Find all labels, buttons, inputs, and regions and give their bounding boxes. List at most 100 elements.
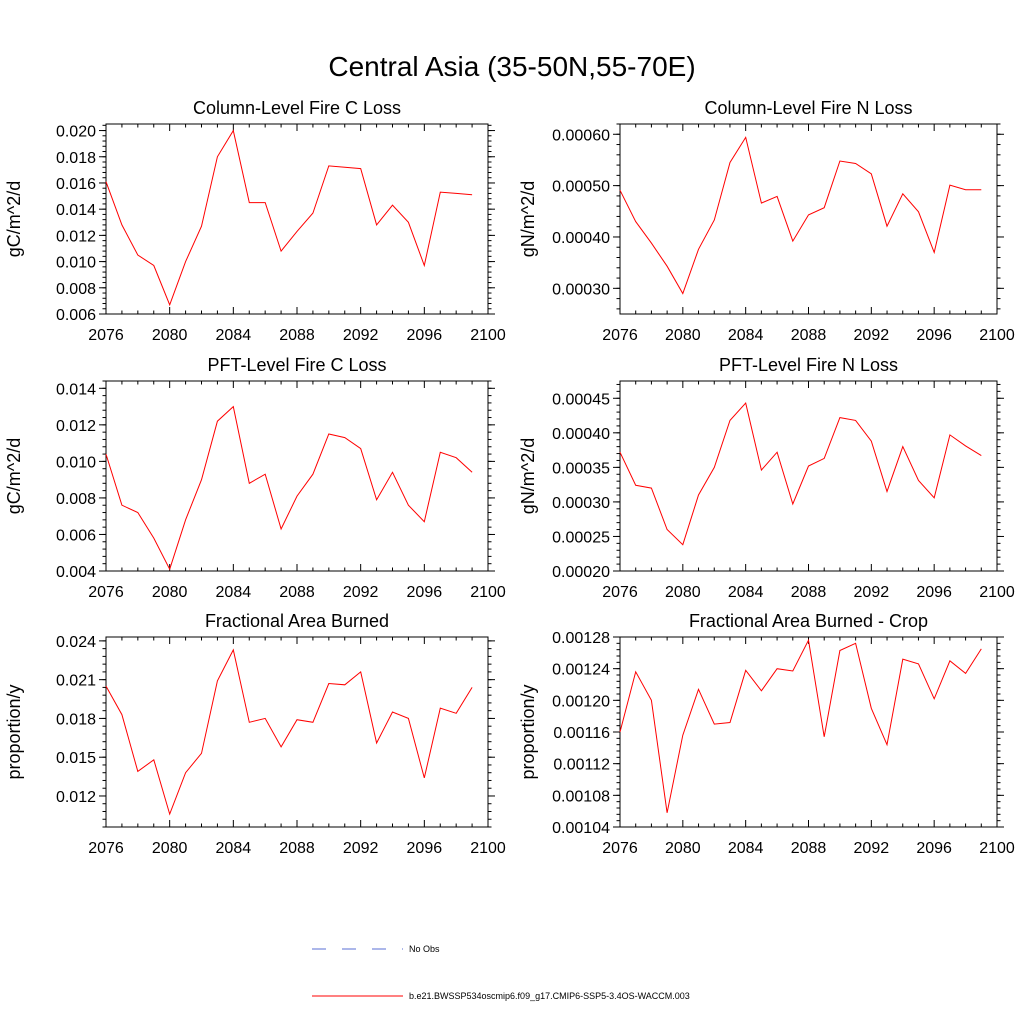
chart-fractional-area-burned-xtick-label: 2084 (216, 840, 252, 857)
chart-column-level-fire-n-loss: Column-Level Fire N Loss gN/m^2/d 2076 2080… (518, 98, 1015, 344)
chart-fractional-area-burned-ytick-label: 0.021 (56, 673, 96, 690)
chart-fractional-area-burned-crop-xtick-label: 2100 (979, 840, 1015, 857)
chart-pft-level-fire-n-loss-xtick-label: 2084 (728, 584, 764, 601)
chart-column-level-fire-n-loss-xtick-label: 2088 (791, 327, 827, 344)
chart-column-level-fire-c-loss-xtick-label: 2096 (407, 327, 443, 344)
chart-column-level-fire-c-loss-ytick-label: 0.020 (56, 124, 96, 141)
chart-fractional-area-burned-xtick-label: 2088 (279, 840, 315, 857)
chart-column-level-fire-n-loss-ytick-label: 0.00050 (552, 179, 610, 196)
chart-pft-level-fire-n-loss: PFT-Level Fire N Loss gN/m^2/d 2076 2080 208… (518, 355, 1015, 601)
chart-pft-level-fire-c-loss-frame (105, 380, 489, 572)
chart-fractional-area-burned-xtick-label: 2092 (343, 840, 379, 857)
chart-fractional-area-burned-xtick-label: 2076 (88, 840, 124, 857)
chart-pft-level-fire-c-loss-xtick-label: 2096 (407, 584, 443, 601)
chart-fractional-area-burned-series-line (105, 648, 473, 816)
chart-column-level-fire-c-loss-title: Column-Level Fire C Loss (193, 98, 401, 118)
chart-column-level-fire-c-loss-ytick-label: 0.014 (56, 202, 96, 219)
chart-fractional-area-burned-title: Fractional Area Burned (205, 611, 389, 631)
chart-column-level-fire-c-loss-series-line (105, 129, 473, 307)
chart-pft-level-fire-n-loss-ytick-label: 0.00020 (552, 564, 610, 581)
chart-column-level-fire-c-loss-ytick-label: 0.010 (56, 255, 96, 272)
chart-column-level-fire-c-loss-xtick-label: 2080 (152, 327, 188, 344)
chart-fractional-area-burned-crop-ytick-label: 0.00124 (552, 662, 610, 679)
chart-pft-level-fire-n-loss-ytick-label: 0.00035 (552, 460, 610, 477)
chart-pft-level-fire-n-loss-title: PFT-Level Fire N Loss (719, 355, 898, 375)
chart-column-level-fire-n-loss-title: Column-Level Fire N Loss (704, 98, 912, 118)
chart-column-level-fire-n-loss-series-line (619, 136, 982, 295)
chart-pft-level-fire-n-loss-xtick-label: 2100 (979, 584, 1015, 601)
chart-fractional-area-burned-ylabel: proportion/y (4, 684, 24, 779)
chart-column-level-fire-c-loss-ytick-label: 0.006 (56, 307, 96, 324)
chart-fractional-area-burned-crop-ytick-label: 0.00112 (553, 757, 610, 774)
chart-pft-level-fire-c-loss-xtick-label: 2088 (279, 584, 315, 601)
chart-fractional-area-burned-crop-xtick-label: 2084 (728, 840, 764, 857)
chart-fractional-area-burned-crop-ytick-label: 0.00108 (552, 788, 610, 805)
legend-obs-label: No Obs (409, 944, 440, 954)
chart-column-level-fire-n-loss-ytick-label: 0.00030 (552, 281, 610, 298)
chart-fractional-area-burned-crop-ytick-label: 0.00128 (552, 630, 610, 647)
chart-column-level-fire-c-loss-ytick-label: 0.012 (56, 228, 96, 245)
chart-pft-level-fire-c-loss-ytick-label: 0.012 (56, 418, 96, 435)
chart-pft-level-fire-n-loss-series-line (619, 402, 982, 546)
chart-pft-level-fire-c-loss-xtick-label: 2080 (152, 584, 188, 601)
chart-fractional-area-burned-xtick-label: 2096 (407, 840, 443, 857)
chart-column-level-fire-c-loss-frame (105, 123, 489, 315)
chart-fractional-area-burned-crop-xtick-label: 2088 (791, 840, 827, 857)
chart-fractional-area-burned-xtick-label: 2100 (470, 840, 506, 857)
chart-pft-level-fire-c-loss-ytick-label: 0.008 (56, 491, 96, 508)
chart-fractional-area-burned-crop-ytick-label: 0.00104 (552, 820, 610, 837)
chart-pft-level-fire-c-loss-ytick-label: 0.004 (56, 564, 96, 581)
chart-pft-level-fire-c-loss-ytick-label: 0.006 (56, 527, 96, 544)
chart-pft-level-fire-c-loss-title: PFT-Level Fire C Loss (207, 355, 386, 375)
chart-fractional-area-burned-crop-xtick-label: 2092 (854, 840, 890, 857)
chart-column-level-fire-n-loss-ytick-label: 0.00060 (552, 127, 610, 144)
chart-column-level-fire-c-loss-ytick-label: 0.008 (56, 281, 96, 298)
chart-fractional-area-burned-ytick-label: 0.018 (56, 711, 96, 728)
chart-pft-level-fire-c-loss-xtick-label: 2100 (470, 584, 506, 601)
chart-fractional-area-burned-crop-series-line (619, 638, 982, 813)
chart-fractional-area-burned-crop-ytick-label: 0.00116 (553, 725, 610, 742)
chart-pft-level-fire-c-loss-ylabel: gC/m^2/d (4, 438, 24, 514)
chart-column-level-fire-n-loss-xtick-label: 2096 (916, 327, 952, 344)
chart-pft-level-fire-n-loss-ytick-label: 0.00030 (552, 495, 610, 512)
panels: Column-Level Fire C Loss gC/m^2/d 2076 2080… (4, 98, 1015, 857)
chart-pft-level-fire-n-loss-ylabel: gN/m^2/d (518, 438, 538, 514)
chart-fractional-area-burned-xtick-label: 2080 (152, 840, 188, 857)
chart-fractional-area-burned-crop-xtick-label: 2076 (602, 840, 638, 857)
chart-column-level-fire-c-loss: Column-Level Fire C Loss gC/m^2/d 2076 2080… (4, 98, 506, 344)
chart-column-level-fire-c-loss-ylabel: gC/m^2/d (4, 181, 24, 257)
chart-pft-level-fire-n-loss-xtick-label: 2076 (602, 584, 638, 601)
chart-column-level-fire-c-loss-xtick-label: 2088 (279, 327, 315, 344)
legend: No Obs b.e21.BWSSP534oscmip6.f09_g17.CMI… (312, 944, 690, 1001)
chart-column-level-fire-n-loss-xtick-label: 2100 (979, 327, 1015, 344)
chart-column-level-fire-n-loss-frame (619, 123, 998, 315)
chart-column-level-fire-n-loss-ylabel: gN/m^2/d (518, 181, 538, 257)
chart-pft-level-fire-n-loss-xtick-label: 2096 (916, 584, 952, 601)
chart-pft-level-fire-c-loss-xtick-label: 2084 (216, 584, 252, 601)
chart-fractional-area-burned-ytick-label: 0.012 (56, 789, 96, 806)
chart-fractional-area-burned-ytick-label: 0.024 (56, 634, 96, 651)
chart-column-level-fire-n-loss-xtick-label: 2084 (728, 327, 764, 344)
chart-fractional-area-burned-crop-ylabel: proportion/y (518, 684, 538, 779)
chart-fractional-area-burned-crop-title: Fractional Area Burned - Crop (689, 611, 928, 631)
chart-pft-level-fire-n-loss-ytick-label: 0.00025 (552, 529, 610, 546)
chart-column-level-fire-c-loss-ytick-label: 0.016 (56, 176, 96, 193)
chart-pft-level-fire-c-loss-ytick-label: 0.010 (56, 454, 96, 471)
chart-pft-level-fire-n-loss-ytick-label: 0.00040 (552, 426, 610, 443)
chart-pft-level-fire-c-loss-xtick-label: 2092 (343, 584, 379, 601)
chart-fractional-area-burned-crop-frame (619, 636, 998, 828)
chart-column-level-fire-c-loss-xtick-label: 2100 (470, 327, 506, 344)
chart-pft-level-fire-c-loss-ytick-label: 0.014 (56, 381, 96, 398)
chart-column-level-fire-c-loss-xtick-label: 2076 (88, 327, 124, 344)
chart-fractional-area-burned-frame (105, 636, 489, 828)
chart-pft-level-fire-c-loss-xtick-label: 2076 (88, 584, 124, 601)
chart-column-level-fire-c-loss-xtick-label: 2084 (216, 327, 252, 344)
chart-column-level-fire-c-loss-xtick-label: 2092 (343, 327, 379, 344)
chart-pft-level-fire-c-loss-series-line (105, 405, 473, 571)
legend-model-label: b.e21.BWSSP534oscmip6.f09_g17.CMIP6-SSP5… (409, 991, 690, 1001)
chart-fractional-area-burned-crop-xtick-label: 2096 (916, 840, 952, 857)
chart-pft-level-fire-n-loss-xtick-label: 2092 (854, 584, 890, 601)
chart-column-level-fire-c-loss-ytick-label: 0.018 (56, 150, 96, 167)
chart-fractional-area-burned-crop-ytick-label: 0.00120 (552, 693, 610, 710)
